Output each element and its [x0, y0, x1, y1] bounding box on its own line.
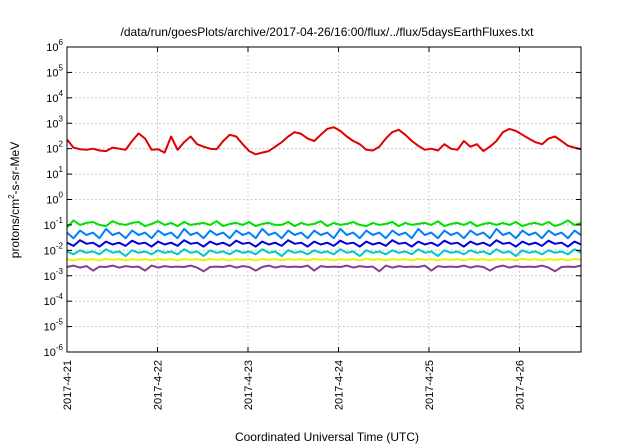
- y-tick-exp: 4: [59, 89, 64, 98]
- y-tick-exp: 5: [59, 63, 64, 72]
- y-tick-base: 10: [46, 118, 58, 130]
- x-axis-label: Coordinated Universal Time (UTC): [235, 430, 419, 444]
- y-tick-label: 10-6: [44, 343, 64, 359]
- grid: [67, 47, 581, 352]
- y-tick-base: 10: [46, 169, 58, 181]
- y-tick-exp: 2: [59, 140, 64, 149]
- y-tick-label: 10-4: [44, 292, 64, 308]
- y-tick-base: 10: [44, 220, 56, 232]
- series-layer: [66, 126, 582, 273]
- y-tick-base: 10: [46, 42, 58, 54]
- x-tick-label: 2017-4-26: [514, 360, 526, 410]
- series-line-5: [66, 257, 582, 262]
- y-tick-exp: 3: [59, 114, 64, 123]
- y-axis-ticks: 10-610-510-410-310-210-11001011021031041…: [44, 38, 581, 359]
- y-tick-label: 100: [46, 191, 63, 207]
- y-axis-label: protons/cm2-s-sr-MeV: [7, 142, 22, 258]
- y-tick-exp: 6: [59, 38, 64, 47]
- y-tick-base: 10: [44, 347, 56, 359]
- series-line-4: [66, 248, 582, 257]
- y-tick-exp: -6: [56, 343, 64, 352]
- y-tick-base: 10: [44, 245, 56, 257]
- y-tick-label: 101: [46, 165, 63, 181]
- y-tick-exp: -2: [56, 241, 64, 250]
- series-line-2: [66, 227, 582, 240]
- y-tick-label: 10-1: [44, 216, 64, 232]
- x-tick-label: 2017-4-25: [424, 360, 436, 410]
- y-tick-exp: 1: [59, 165, 64, 174]
- y-tick-base: 10: [46, 67, 58, 79]
- x-tick-label: 2017-4-24: [333, 360, 345, 410]
- y-axis-label-sup: 2: [7, 194, 16, 199]
- series-line-3: [66, 239, 582, 248]
- y-tick-label: 10-3: [44, 267, 64, 283]
- y-tick-base: 10: [46, 195, 58, 207]
- y-tick-label: 103: [46, 114, 63, 130]
- y-tick-base: 10: [44, 322, 56, 334]
- x-axis-ticks: 2017-4-21 2017-4-22 2017-4-23 2017-4-24 2017…: [62, 47, 526, 410]
- y-tick-exp: -1: [56, 216, 64, 225]
- y-tick-exp: 0: [59, 191, 64, 200]
- y-tick-label: 104: [46, 89, 63, 105]
- x-tick-label: 2017-4-22: [152, 360, 164, 410]
- y-tick-exp: -5: [56, 318, 64, 327]
- y-tick-label: 105: [46, 63, 63, 79]
- y-tick-base: 10: [44, 271, 56, 283]
- y-tick-exp: -4: [56, 292, 64, 301]
- y-tick-exp: -3: [56, 267, 64, 276]
- series-line-1: [66, 219, 582, 229]
- y-axis-label-post: -s-sr-MeV: [8, 142, 22, 195]
- y-tick-base: 10: [46, 144, 58, 156]
- y-tick-label: 10-2: [44, 241, 64, 257]
- series-line-6: [66, 264, 582, 273]
- y-tick-label: 102: [46, 140, 63, 156]
- x-tick-label: 2017-4-23: [243, 360, 255, 410]
- x-tick-label: 2017-4-21: [62, 360, 74, 410]
- y-tick-label: 106: [46, 38, 63, 54]
- y-tick-base: 10: [46, 93, 58, 105]
- chart-title: /data/run/goesPlots/archive/2017-04-26/1…: [121, 25, 535, 39]
- series-line-0: [66, 126, 582, 156]
- y-tick-base: 10: [44, 296, 56, 308]
- y-axis-label-pre: protons/cm: [8, 199, 22, 258]
- y-tick-label: 10-5: [44, 318, 64, 334]
